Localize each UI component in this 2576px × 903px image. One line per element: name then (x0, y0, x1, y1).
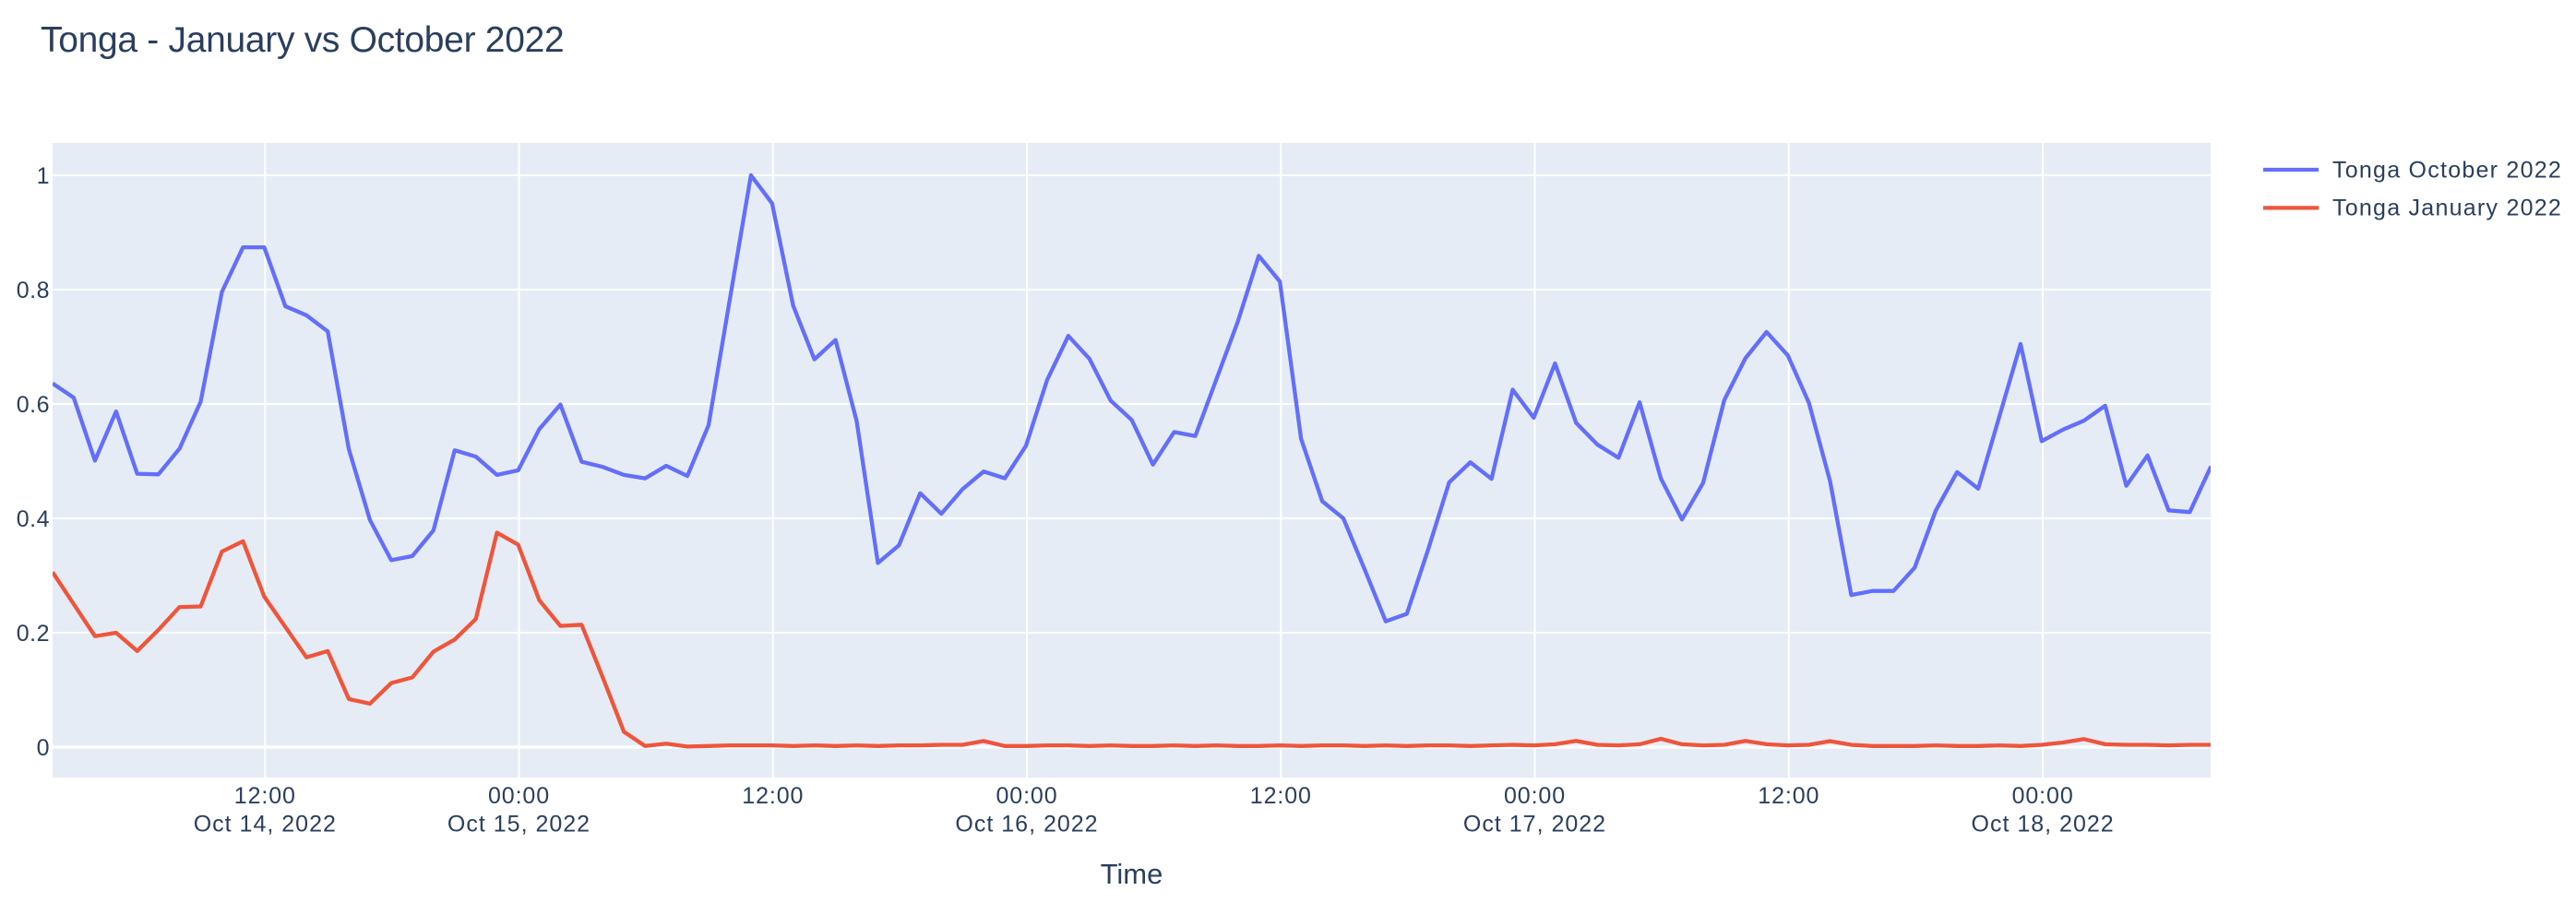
svg-text:Tonga January 2022: Tonga January 2022 (2332, 196, 2562, 221)
svg-text:Time: Time (1101, 858, 1163, 890)
svg-text:12:00: 12:00 (742, 783, 804, 809)
svg-text:1: 1 (37, 163, 50, 189)
svg-text:00:00: 00:00 (1504, 783, 1566, 809)
svg-text:Oct 14, 2022: Oct 14, 2022 (194, 812, 337, 838)
svg-text:Tonga October 2022: Tonga October 2022 (2332, 157, 2562, 183)
svg-text:Tonga - January vs October 202: Tonga - January vs October 2022 (41, 20, 564, 60)
svg-text:12:00: 12:00 (234, 783, 296, 809)
svg-text:12:00: 12:00 (1758, 783, 1819, 809)
svg-text:Oct 15, 2022: Oct 15, 2022 (447, 812, 590, 838)
svg-text:Oct 18, 2022: Oct 18, 2022 (1972, 812, 2115, 838)
svg-text:Oct 16, 2022: Oct 16, 2022 (955, 812, 1098, 838)
svg-text:0.6: 0.6 (17, 392, 50, 418)
svg-text:0.8: 0.8 (17, 278, 50, 303)
svg-text:0.2: 0.2 (17, 621, 50, 647)
svg-text:12:00: 12:00 (1250, 783, 1312, 809)
svg-text:00:00: 00:00 (488, 783, 550, 809)
svg-text:0.4: 0.4 (17, 506, 50, 532)
svg-text:00:00: 00:00 (2012, 783, 2074, 809)
svg-text:00:00: 00:00 (996, 783, 1057, 809)
svg-text:0: 0 (37, 735, 50, 761)
svg-text:Oct 17, 2022: Oct 17, 2022 (1463, 812, 1606, 838)
